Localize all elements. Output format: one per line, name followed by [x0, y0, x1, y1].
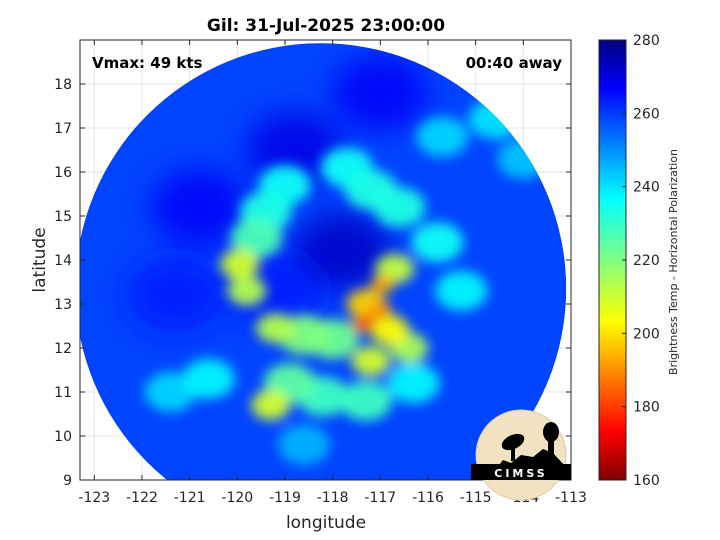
feature-21: [255, 313, 295, 344]
x-tick-label-3: -120: [221, 490, 253, 506]
feature-6: [182, 358, 235, 399]
colorbar-tick-label-5: 260: [633, 106, 660, 122]
colorbar-title: Brightness Temp - Horizontal Polarizatio…: [667, 149, 680, 375]
y-tick-label-2: 11: [54, 385, 72, 401]
y-tick-label-6: 15: [54, 209, 72, 225]
x-ticks: -123-122-121-120-119-118-117-116-115-114…: [78, 40, 587, 506]
y-tick-label-9: 18: [54, 77, 72, 93]
chart-title: Gil: 31-Jul-2025 23:00:00: [207, 16, 445, 36]
feature-29: [371, 275, 395, 294]
feature-25: [220, 249, 260, 280]
feature-24: [351, 346, 391, 377]
feature-7: [387, 363, 440, 404]
colorbar-ticks: 160 180 200 220 240 260 280: [622, 33, 660, 489]
feature-15: [340, 380, 393, 421]
feature-31: [351, 314, 376, 333]
dark-zone-2: [151, 169, 248, 246]
feature-16: [230, 218, 283, 258]
y-tick-label-8: 17: [54, 121, 72, 137]
x-tick-label-2: -121: [174, 490, 206, 506]
y-tick-label-7: 16: [54, 165, 72, 181]
colorbar-tick-label-1: 180: [633, 400, 660, 416]
colorbar-tick-label-4: 240: [633, 180, 660, 196]
cimss-logo: CIMSS: [471, 409, 571, 501]
x-tick-label-0: -123: [78, 490, 110, 506]
y-ticks: 9 10 11 12 13 14 15 16 17 18: [54, 77, 571, 489]
x-tick-label-6: -117: [364, 490, 396, 506]
y-tick-label-5: 14: [54, 253, 72, 269]
feature-13: [373, 187, 426, 228]
feature-26: [251, 390, 291, 421]
dark-zones: [127, 54, 429, 334]
y-axis-title: latitude: [30, 227, 50, 292]
feature-5: [435, 270, 488, 311]
vmax-annotation: Vmax: 49 kts: [92, 54, 202, 72]
feature-22: [227, 275, 267, 306]
dark-zone-3: [127, 257, 224, 334]
feature-10: [411, 222, 464, 263]
y-tick-label-0: 9: [63, 473, 72, 489]
dark-zone-4: [332, 54, 429, 131]
x-tick-label-5: -118: [317, 490, 349, 506]
x-tick-label-7: -116: [412, 490, 444, 506]
x-axis-title: longitude: [286, 513, 366, 533]
y-tick-label-3: 12: [54, 341, 72, 357]
colorbar-tick-label-0: 160: [633, 473, 660, 489]
dark-zone-0: [294, 213, 391, 290]
logo-tower-tank: [543, 422, 559, 442]
x-tick-label-10: -113: [555, 490, 587, 506]
x-tick-label-1: -122: [126, 490, 158, 506]
feature-3: [416, 116, 469, 157]
feature-0: [278, 424, 331, 465]
colorbar-tick-label-3: 220: [633, 253, 660, 269]
feature-27: [370, 315, 410, 346]
y-tick-label-1: 10: [54, 429, 72, 445]
logo-dish: [501, 433, 525, 451]
colorbar: [598, 39, 627, 481]
logo-banner: [471, 464, 571, 480]
y-tick-label-4: 13: [54, 297, 72, 313]
colorbar-tick-label-6: 280: [633, 33, 660, 49]
time-offset-annotation: 00:40 away: [466, 54, 563, 72]
logo-tower-leg: [548, 440, 554, 464]
colorbar-tick-label-2: 200: [633, 326, 660, 342]
x-tick-label-4: -119: [269, 490, 301, 506]
x-tick-label-8: -115: [460, 490, 492, 506]
feature-30: [368, 301, 393, 320]
logo-text: CIMSS: [494, 467, 547, 480]
logo-dish-stand: [511, 445, 515, 461]
